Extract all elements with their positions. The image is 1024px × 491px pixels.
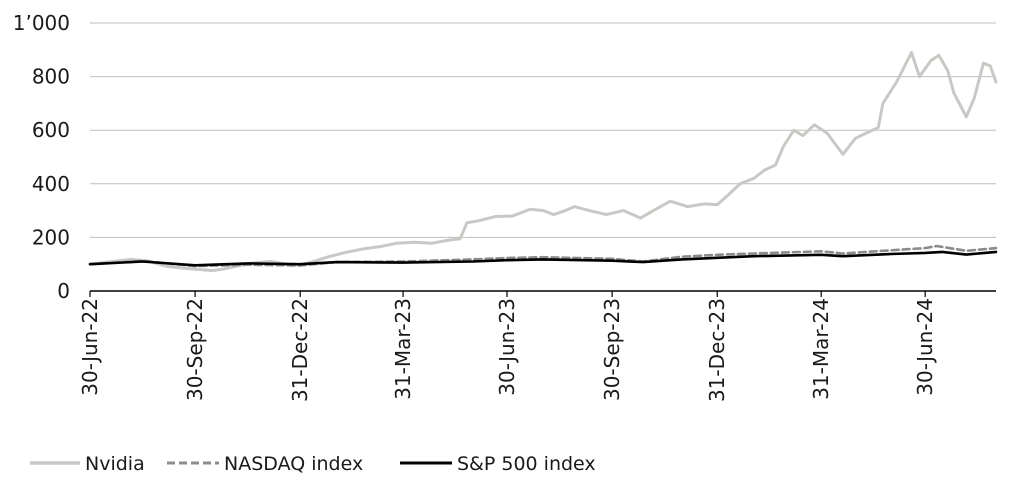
x-tick-label: 30-Sep-23 (600, 298, 624, 401)
y-tick-label: 1’000 (13, 11, 70, 35)
x-tick-label: 31-Dec-22 (288, 298, 312, 402)
series-line-nvidia (88, 51, 998, 273)
legend-label: Nvidia (85, 453, 145, 475)
legend-label: NASDAQ index (224, 453, 363, 475)
y-tick-label: 0 (57, 279, 70, 303)
y-tick-label: 200 (32, 225, 70, 249)
series-lines (88, 51, 998, 273)
y-axis-tick-labels: 0 200 400 600 800 1’000 (13, 11, 70, 303)
x-tick-label: 30-Jun-22 (78, 298, 102, 396)
gridlines (90, 22, 996, 238)
series-line-s-p-500-index (88, 250, 998, 267)
legend: Nvidia NASDAQ index S&P 500 index (30, 453, 596, 475)
x-tick-label: 30-Sep-22 (183, 298, 207, 401)
x-axis (89, 290, 996, 297)
x-tick-label: 31-Mar-24 (809, 298, 833, 400)
legend-label: S&P 500 index (457, 453, 596, 475)
y-tick-label: 600 (32, 118, 70, 142)
x-tick-label: 30-Jun-24 (913, 298, 937, 396)
x-tick-label: 30-Jun-23 (495, 298, 519, 396)
x-axis-tick-labels: 30-Jun-22 30-Sep-22 31-Dec-22 31-Mar-23 30-J… (78, 298, 937, 402)
x-tick-label: 31-Dec-23 (705, 298, 729, 402)
y-tick-label: 400 (32, 172, 70, 196)
y-tick-label: 800 (32, 65, 70, 89)
x-tick-label: 31-Mar-23 (391, 298, 415, 400)
